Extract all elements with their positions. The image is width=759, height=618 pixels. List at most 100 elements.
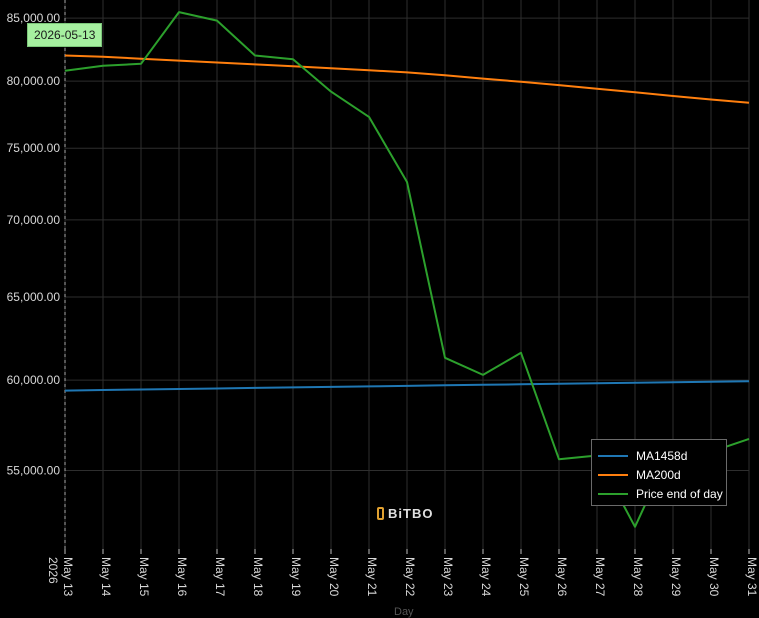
y-tick-label: 80,000.00 bbox=[7, 74, 61, 88]
data-point bbox=[291, 385, 295, 389]
data-point bbox=[747, 101, 751, 105]
data-point bbox=[443, 383, 447, 387]
data-point bbox=[253, 54, 257, 58]
data-point bbox=[291, 64, 295, 68]
data-point bbox=[633, 381, 637, 385]
legend-swatch-price bbox=[598, 492, 628, 495]
data-point bbox=[557, 83, 561, 87]
data-point bbox=[481, 373, 485, 377]
y-tick-label: 55,000.00 bbox=[7, 464, 61, 478]
x-tick-label: May 31 bbox=[745, 557, 759, 597]
data-point bbox=[291, 57, 295, 61]
data-point bbox=[63, 54, 67, 58]
x-tick-label: May 30 bbox=[707, 557, 721, 597]
data-point bbox=[139, 388, 143, 392]
data-point bbox=[443, 73, 447, 77]
y-tick-label: 60,000.00 bbox=[7, 373, 61, 387]
data-point bbox=[671, 94, 675, 98]
x-tick-label: May 27 bbox=[593, 557, 607, 597]
legend: MA1458d MA200d Price end of day bbox=[591, 439, 727, 506]
legend-label: Price end of day bbox=[636, 486, 723, 501]
data-point bbox=[747, 379, 751, 383]
data-point bbox=[177, 10, 181, 14]
data-point bbox=[443, 356, 447, 360]
legend-swatch-ma1458d bbox=[598, 454, 628, 457]
series-line-ma200d bbox=[64, 54, 750, 104]
data-point bbox=[101, 64, 105, 68]
data-point bbox=[405, 70, 409, 74]
data-point bbox=[481, 383, 485, 387]
x-tick-label: May 15 bbox=[137, 557, 151, 597]
x-tick-label: May 21 bbox=[365, 557, 379, 597]
watermark-text: BiTBO bbox=[388, 505, 434, 521]
data-point bbox=[633, 90, 637, 94]
data-point bbox=[367, 68, 371, 72]
bitbo-logo-icon bbox=[377, 506, 384, 520]
data-point bbox=[595, 87, 599, 91]
x-tick-label: May 22 bbox=[403, 557, 417, 597]
data-point bbox=[63, 389, 67, 393]
data-point bbox=[139, 62, 143, 66]
data-point bbox=[367, 115, 371, 119]
x-tick-label: May 17 bbox=[213, 557, 227, 597]
data-point bbox=[405, 180, 409, 184]
series-line-ma1458d bbox=[64, 380, 750, 392]
x-tick-label: May 24 bbox=[479, 557, 493, 597]
data-point bbox=[139, 57, 143, 61]
data-point bbox=[253, 62, 257, 66]
data-point bbox=[101, 55, 105, 59]
legend-swatch-ma200d bbox=[598, 473, 628, 476]
data-point bbox=[595, 381, 599, 385]
x-tick-label: May 16 bbox=[175, 557, 189, 597]
legend-label: MA200d bbox=[636, 467, 681, 482]
x-tick-label: May 13 bbox=[61, 557, 75, 597]
data-point bbox=[215, 61, 219, 65]
data-point bbox=[519, 80, 523, 84]
data-point bbox=[63, 69, 67, 73]
data-point bbox=[519, 351, 523, 355]
x-tick-label: May 28 bbox=[631, 557, 645, 597]
data-point bbox=[329, 66, 333, 70]
x-tick-label: May 20 bbox=[327, 557, 341, 597]
y-tick-label: 85,000.00 bbox=[7, 11, 61, 25]
y-tick-label: 65,000.00 bbox=[7, 290, 61, 304]
data-point bbox=[177, 59, 181, 63]
y-tick-label: 70,000.00 bbox=[7, 213, 61, 227]
x-tick-label: May 25 bbox=[517, 557, 531, 597]
x-axis-title: Day bbox=[394, 606, 414, 618]
x-tick-label: May 23 bbox=[441, 557, 455, 597]
y-tick-label: 75,000.00 bbox=[7, 141, 61, 155]
x-tick-label: May 29 bbox=[669, 557, 683, 597]
data-point bbox=[671, 380, 675, 384]
data-point bbox=[215, 386, 219, 390]
legend-item-ma1458d[interactable]: MA1458d bbox=[598, 446, 720, 465]
data-point bbox=[405, 384, 409, 388]
data-point bbox=[177, 387, 181, 391]
data-point bbox=[557, 457, 561, 461]
data-point bbox=[481, 77, 485, 81]
data-point bbox=[329, 90, 333, 94]
data-point bbox=[329, 385, 333, 389]
bitbo-watermark: BiTBO bbox=[377, 505, 433, 521]
legend-item-price[interactable]: Price end of day bbox=[598, 484, 723, 503]
data-point bbox=[215, 19, 219, 23]
hover-date-badge: 2026-05-13 bbox=[27, 23, 103, 47]
data-point bbox=[557, 382, 561, 386]
data-point bbox=[367, 384, 371, 388]
data-point bbox=[101, 388, 105, 392]
x-tick-label: May 14 bbox=[99, 557, 113, 597]
data-point bbox=[519, 382, 523, 386]
x-tick-label: May 18 bbox=[251, 557, 265, 597]
data-point bbox=[747, 437, 751, 441]
x-tick-label: 2026 bbox=[46, 557, 60, 584]
legend-item-ma200d[interactable]: MA200d bbox=[598, 465, 720, 484]
data-point bbox=[709, 98, 713, 102]
data-point bbox=[253, 386, 257, 390]
legend-label: MA1458d bbox=[636, 448, 688, 463]
data-point bbox=[633, 525, 637, 529]
series-line-price-end-of-day bbox=[64, 11, 750, 528]
x-tick-label: May 26 bbox=[555, 557, 569, 597]
x-tick-label: May 19 bbox=[289, 557, 303, 597]
